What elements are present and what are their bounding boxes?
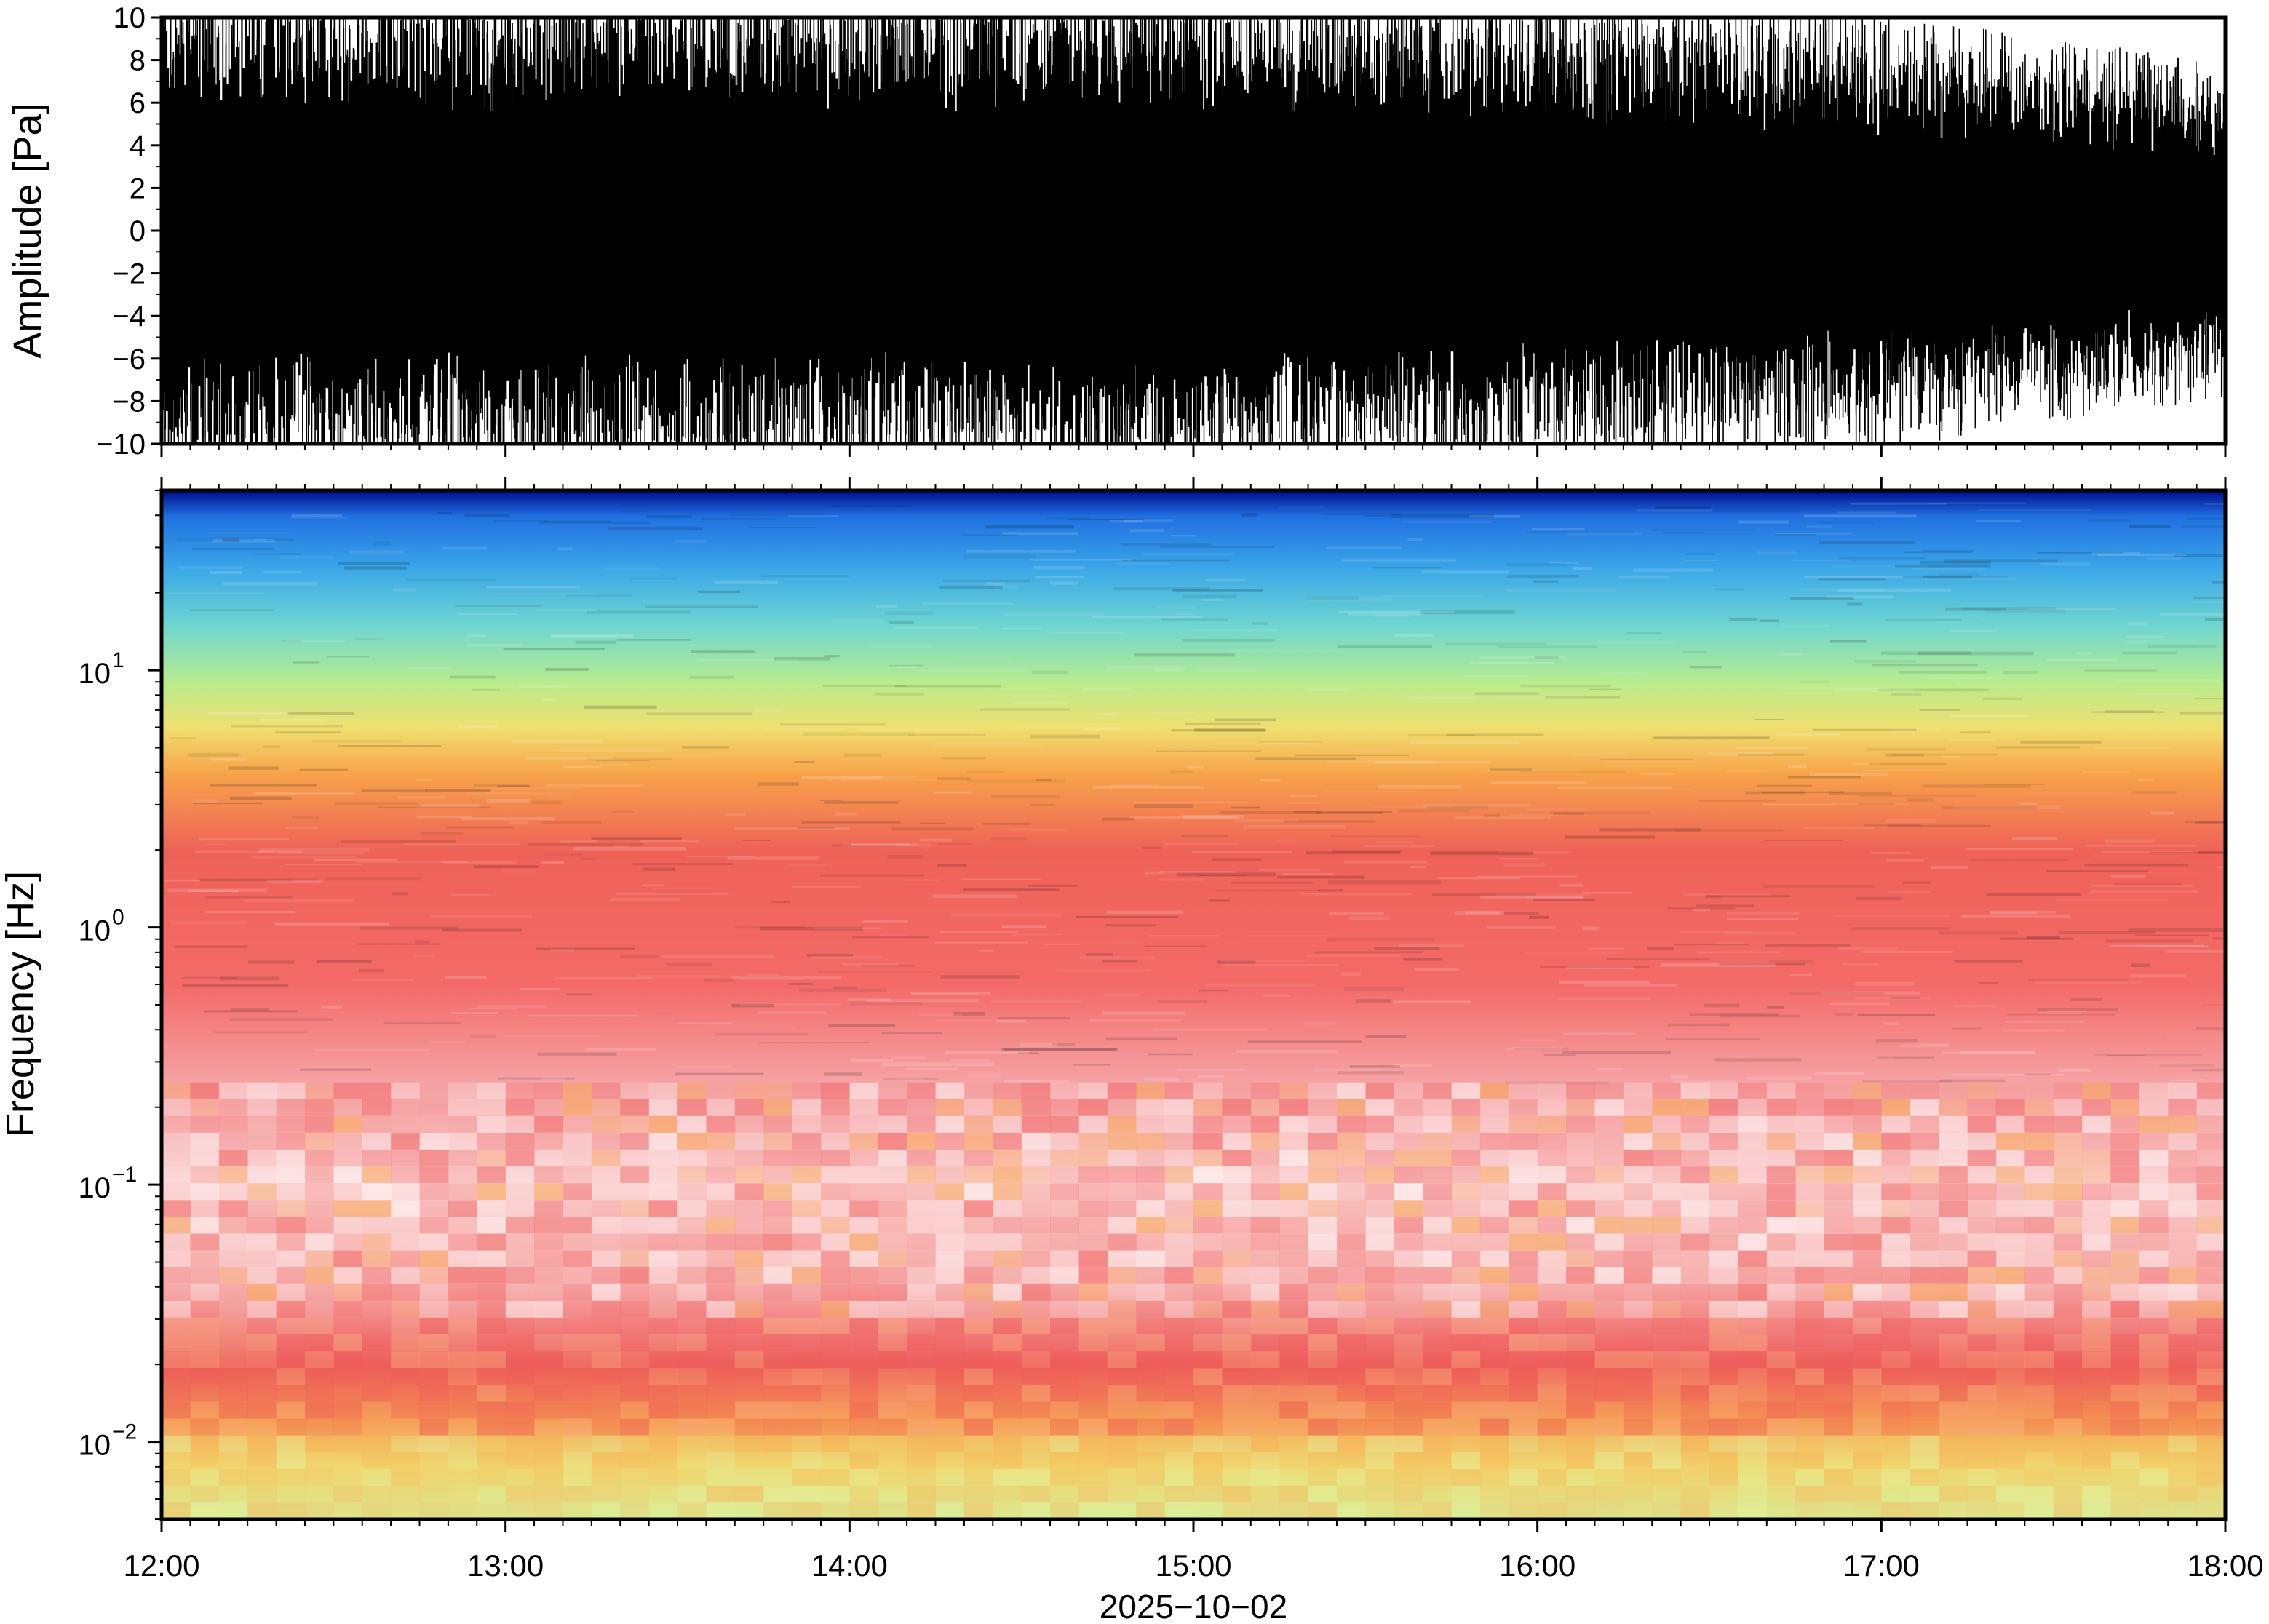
spectrogram-y-tick-exponent: 0 [112,906,124,930]
waveform-y-tick-label: 4 [130,130,146,162]
x-tick-label: 14:00 [811,1548,888,1583]
spectrogram-band [162,1466,2225,1519]
waveform-panel: 10 8 6 4 2 0 −2 −4 −6 −8 −10 Amplitude [Pa] [6,2,2228,461]
waveform-y-tick-label: 10 [114,2,146,34]
waveform-y-tick-label: −4 [112,300,146,333]
x-tick-label: 12:00 [123,1548,199,1583]
waveform-y-tick-label: 6 [130,87,146,119]
spectrogram-y-tick-label: 10 [79,1430,111,1462]
spectrogram-band [162,727,2225,773]
spectrogram-band [162,850,2225,986]
spectrogram-y-tick-label: 10 [79,658,111,690]
spectrogram-y-tick-label: 10 [79,1172,111,1204]
waveform-y-tick-label: −8 [112,386,146,418]
x-tick-label: 13:00 [467,1548,544,1583]
spectrogram-band [162,568,2225,626]
spectrogram-band [162,772,2225,851]
spectrogram-y-tick-exponent: −2 [112,1420,137,1444]
spectrogram-band [162,984,2225,1083]
spectrogram-y-tick-label: 10 [79,915,111,947]
spectrogram-y-tick-exponent: 1 [112,648,124,672]
spectrogram-x-axis: 12:00 13:00 14:00 15:00 16:00 17:00 18:00 [123,477,2264,1583]
waveform-y-tick-label: 2 [130,172,146,204]
waveform-y-tick-label: −6 [112,343,146,375]
x-tick-label: 18:00 [2187,1548,2263,1583]
x-axis-date-label: 2025−10−02 [1100,1588,1287,1624]
waveform-y-tick-label: 8 [130,45,146,77]
spectrogram-band [162,490,2225,517]
waveform-y-axis-title: Amplitude [Pa] [6,103,49,358]
waveform-y-axis: 10 8 6 4 2 0 −2 −4 −6 −8 −10 [96,2,162,461]
waveform-y-tick-label: 0 [130,215,146,247]
waveform-trace [162,17,2225,444]
spectrogram-band [162,624,2225,683]
x-tick-label: 16:00 [1499,1548,1575,1583]
spectrogram-y-axis-title: Frequency [Hz] [0,871,42,1137]
waveform-spikes [162,17,2225,444]
x-tick-label: 15:00 [1155,1548,1231,1583]
waveform-y-tick-label: −10 [96,429,146,461]
spectrogram-texture [162,502,2225,1519]
waveform-y-tick-label: −2 [112,258,146,290]
waveform-x-ticks [160,444,2227,457]
spectrogram-band [162,515,2225,569]
spectrogram-band [162,682,2225,728]
spectrogram-y-tick-exponent: −1 [112,1163,137,1187]
x-tick-label: 17:00 [1843,1548,1920,1583]
